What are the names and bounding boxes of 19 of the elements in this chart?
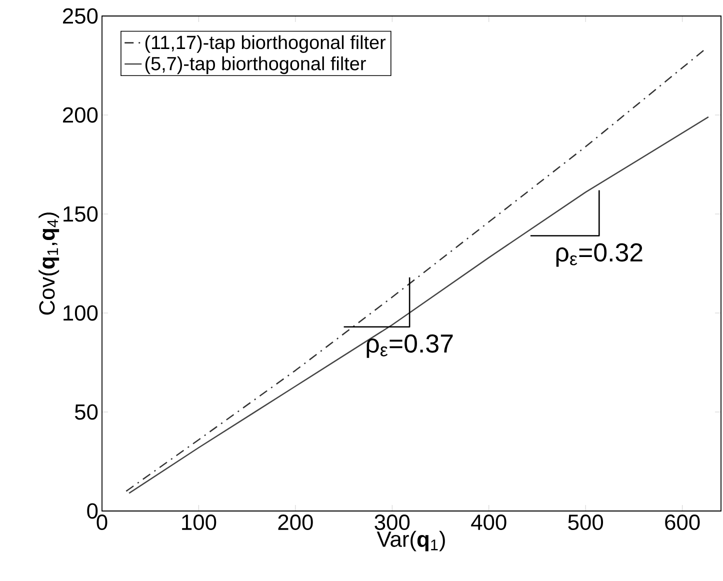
- y-tick-label: 0: [87, 503, 98, 519]
- y-tick-label: 150: [64, 206, 98, 222]
- y-tick-label: 100: [64, 305, 98, 321]
- x-tick-label: 200: [278, 514, 313, 530]
- y-tick-label: 250: [63, 8, 98, 24]
- x-tick-label: 500: [568, 514, 604, 530]
- legend-label: (11,17)-tap biorthogonal filter: [145, 35, 386, 53]
- annotation: ρ$_{ε}$=0.32: [556, 243, 642, 267]
- y-tick-label: 200: [63, 107, 98, 123]
- y-axis-title: Cov(q$_{1}$,q$_{4}$): [38, 212, 60, 315]
- x-tick-label: 400: [471, 514, 506, 530]
- line-series: [128, 116, 710, 494]
- x-tick-label: 600: [665, 514, 700, 530]
- legend-label: (5,7)-tap biorthogonal filter: [145, 56, 366, 74]
- y-tick-label: 50: [74, 404, 98, 420]
- x-tick-label: 100: [182, 514, 216, 530]
- x-axis-title: Var(q$_{1}$): [376, 530, 445, 552]
- annotation: ρ$_{ε}$=0.37: [366, 334, 453, 358]
- x-tick-label: 300: [374, 514, 410, 530]
